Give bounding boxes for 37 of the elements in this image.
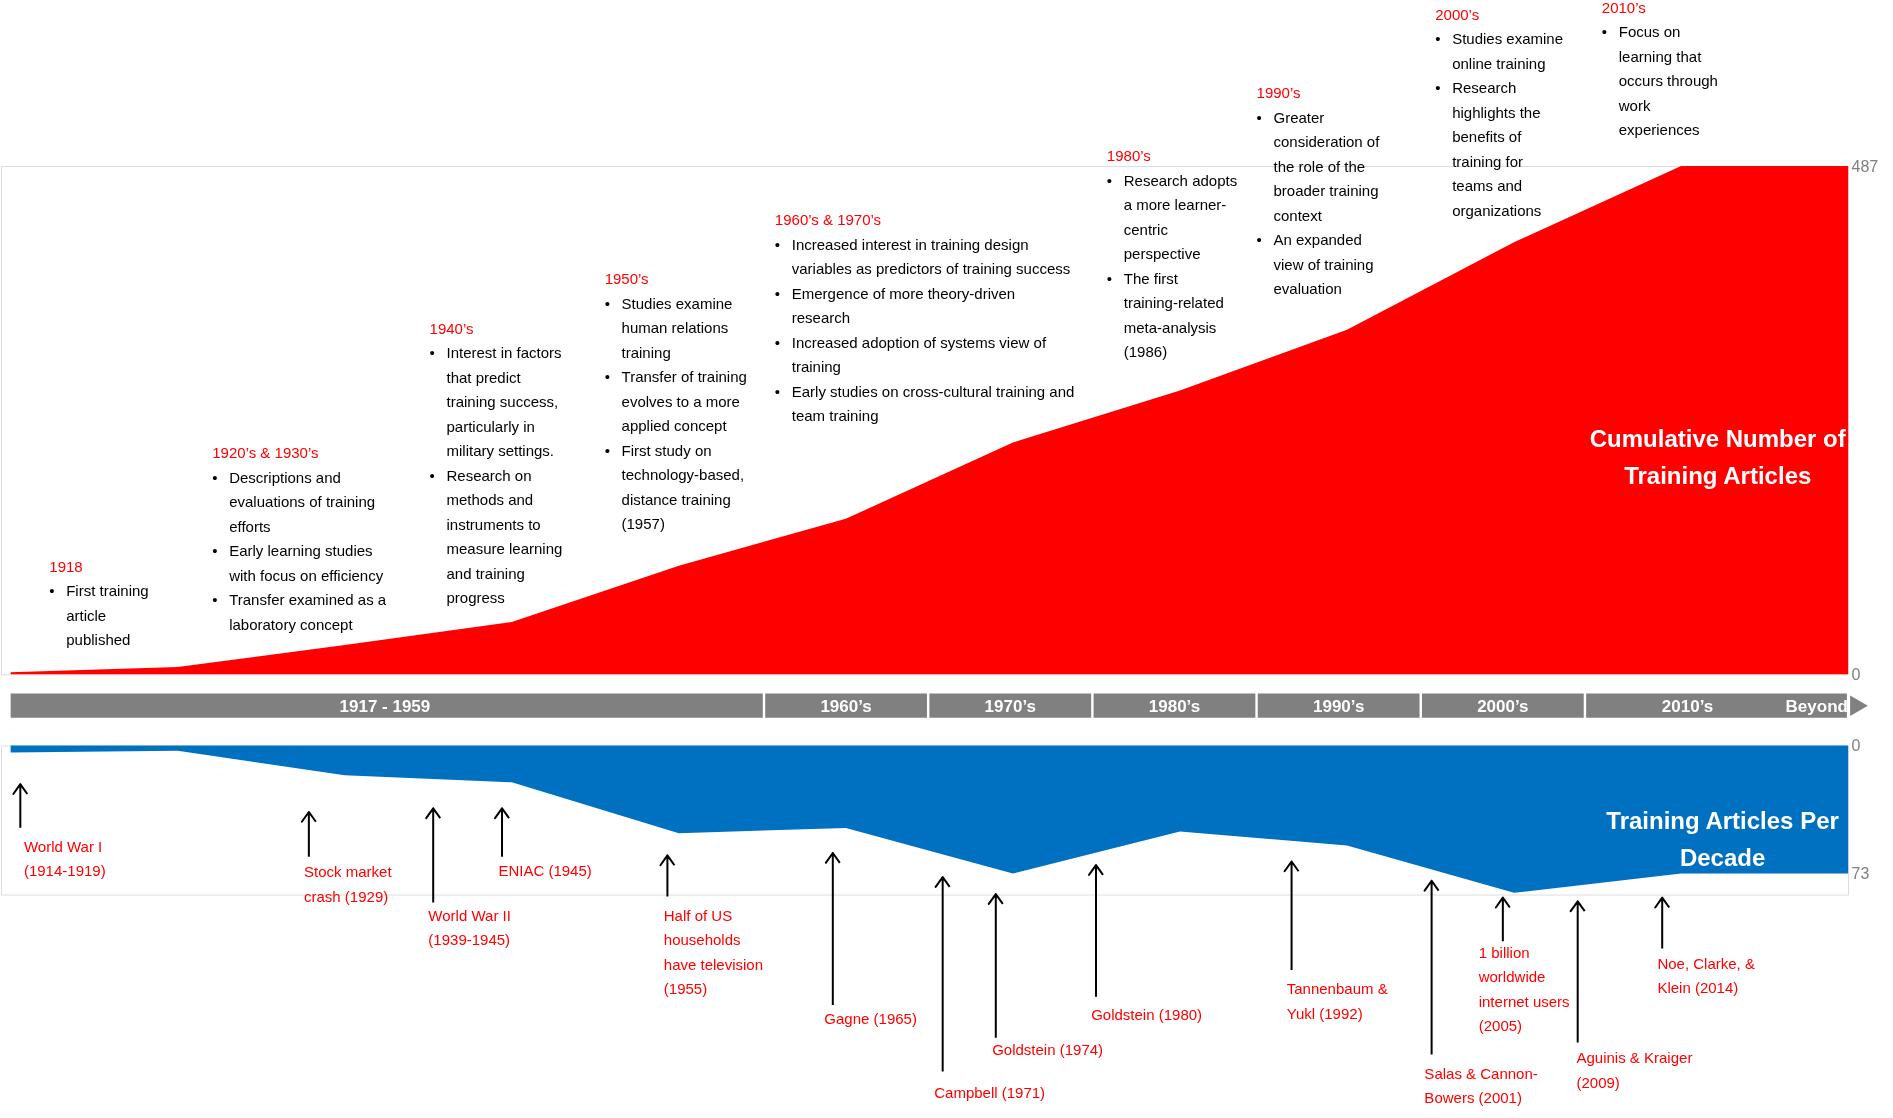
text: 1990’s	[1312, 696, 1365, 716]
text: 1960’s & 1970’s • Increased interest in training design variables as predictors of training success • Emergence of more theory-driven research • Increased adoption of systems view of training • Early studies on cross-cultural training and team training	[774, 211, 1075, 425]
text: 2000’s • Studies examine online training • Research highlights the benefits of training for teams and organizations	[1435, 5, 1564, 219]
text: 2000’s	[1477, 696, 1529, 716]
y-tick-label: 0	[1851, 737, 1861, 755]
annotation: Stock market crash (1929)	[304, 863, 393, 905]
text: 1970’s	[984, 696, 1036, 716]
text: 1960’s	[820, 696, 872, 716]
text: Goldstein (1980)	[1091, 1005, 1203, 1023]
text: Gagne (1965)	[824, 1010, 917, 1028]
annotation: World War I (1914-1919)	[23, 837, 106, 880]
text: Beyond	[1785, 696, 1848, 716]
series-label: Training Articles Per Decade	[1606, 806, 1839, 871]
text: 2010’s	[1661, 696, 1714, 716]
text: 2010’s • Focus on learning that occurs through work experiences	[1601, 0, 1718, 139]
text: Aguinis & Kraiger (2009)	[1576, 1049, 1693, 1091]
text: 1 billion worldwide internet users (2005)	[1477, 943, 1570, 1035]
text: Half of US households have television (1955)	[663, 906, 764, 998]
text: 1980’s • Research adopts a more learner- centric perspective • The first training-related meta-analysis (1986)	[1106, 147, 1238, 361]
text: 1940’s • Interest in factors that predict training success, particularly in military settings. • Research on methods and instruments to measure learning and training progress	[429, 319, 563, 607]
annotation: ENIAC (1945)	[498, 861, 592, 879]
y-tick-label: 0	[1851, 665, 1861, 683]
text: Tannenbaum & Yukl (1992)	[1286, 980, 1388, 1022]
text: Noe, Clarke, & Klein (2014)	[1657, 954, 1755, 997]
text: 1950’s • Studies examine human relations training • Transfer of training evolves to a more applied concept • First study on technology-based, distance training (1957)	[604, 270, 747, 533]
text: 1920’s & 1930’s • Descriptions and evaluations of training efforts • Early learning studies with focus on efficiency • Transfer examined as a laboratory concept	[212, 444, 387, 633]
text: 1980’s	[1148, 696, 1201, 716]
text: Campbell (1971)	[934, 1084, 1046, 1102]
series-label: Cumulative Number of Training Articles	[1589, 424, 1847, 490]
text: 1917 - 1959	[339, 696, 431, 716]
annotation: 1918 • First training article published	[49, 557, 149, 649]
text: 1990’s • Greater consideration of the role of the broader training context • An expanded view of training evaluation	[1256, 84, 1380, 298]
text: Salas & Cannon- Bowers (2001)	[1424, 1064, 1538, 1107]
text: Goldstein (1974)	[992, 1040, 1104, 1058]
y-tick-label: 73	[1851, 865, 1870, 883]
y-tick-label: 487	[1851, 157, 1879, 175]
text: World War II (1939-1945)	[428, 906, 511, 949]
